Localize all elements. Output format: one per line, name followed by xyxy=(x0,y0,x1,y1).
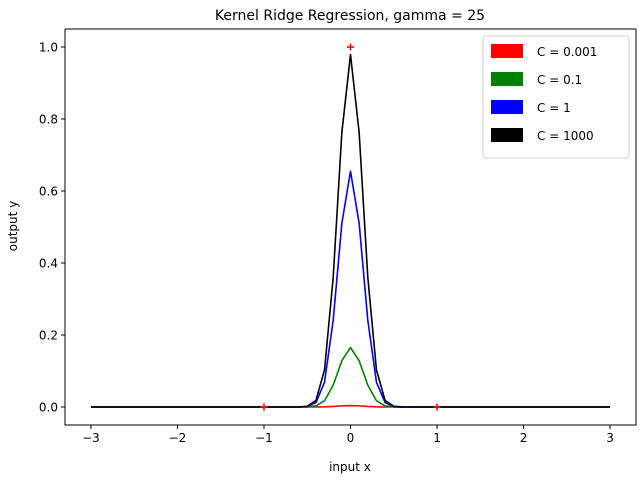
y-tick-label: 0.0 xyxy=(39,401,58,415)
training-point-marker xyxy=(347,43,354,51)
x-tick-label: 2 xyxy=(520,431,528,445)
x-tick-label: −2 xyxy=(169,431,187,445)
series-line xyxy=(90,170,611,408)
chart-title: Kernel Ridge Regression, gamma = 25 xyxy=(215,8,485,24)
x-tick-label: 1 xyxy=(433,431,441,445)
y-tick-label: 0.8 xyxy=(39,113,58,127)
legend: C = 0.001 C = 0.1 C = 1 C = 1000 xyxy=(482,35,630,159)
legend-label: C = 1 xyxy=(537,101,571,115)
axis-ticks: −3 −2 −1 0 1 2 3 0.0 0.2 0.4 0.6 0.8 1.0 xyxy=(39,41,614,446)
series-line xyxy=(90,53,611,408)
legend-swatch xyxy=(491,44,523,58)
x-axis-label: input x xyxy=(329,460,371,474)
x-tick-label: 3 xyxy=(606,431,614,445)
plot-frame xyxy=(64,28,637,426)
x-tick-label: −1 xyxy=(255,431,273,445)
y-axis-label: output y xyxy=(6,201,20,252)
y-tick-label: 0.4 xyxy=(39,257,58,271)
legend-swatch xyxy=(491,100,523,114)
legend-label: C = 1000 xyxy=(537,129,594,143)
plot-area xyxy=(90,43,611,411)
y-tick-label: 0.2 xyxy=(39,329,58,343)
legend-label: C = 0.1 xyxy=(537,73,582,87)
y-tick-label: 0.6 xyxy=(39,185,58,199)
training-point-marker xyxy=(433,403,441,411)
legend-swatch xyxy=(491,128,523,142)
x-tick-label: −3 xyxy=(82,431,100,445)
legend-label: C = 0.001 xyxy=(537,45,597,59)
series-line xyxy=(90,346,611,408)
legend-swatch xyxy=(491,72,523,86)
training-point-marker xyxy=(260,403,268,411)
legend-frame xyxy=(482,35,630,159)
y-tick-label: 1.0 xyxy=(39,41,58,55)
x-tick-label: 0 xyxy=(347,431,355,445)
